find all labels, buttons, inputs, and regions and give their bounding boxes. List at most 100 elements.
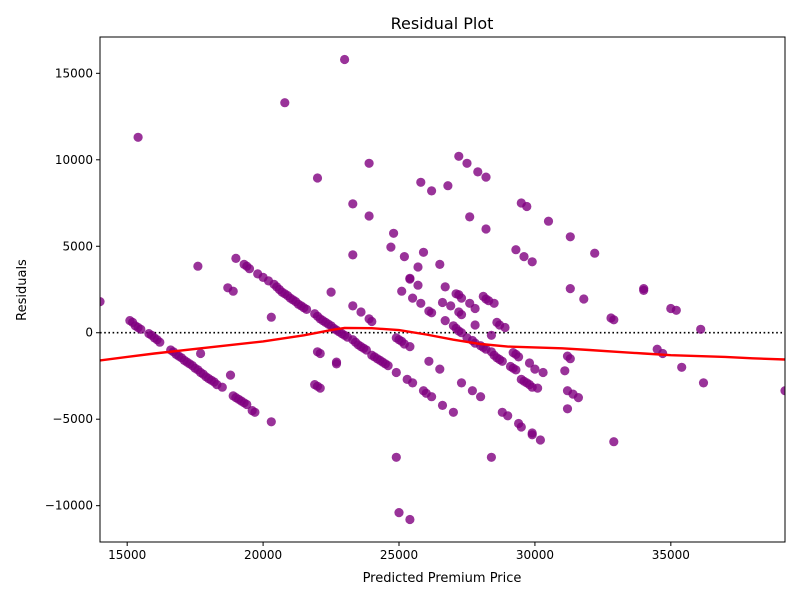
residual-point: [416, 177, 426, 187]
residual-point: [136, 324, 146, 334]
residual-point: [503, 411, 513, 421]
residual-point: [242, 399, 252, 410]
x-axis-label: Predicted Premium Price: [363, 571, 522, 586]
residual-point: [397, 286, 407, 296]
residual-point: [408, 293, 418, 303]
residual-point: [348, 199, 358, 209]
residual-point: [391, 367, 401, 378]
residual-point: [399, 252, 409, 262]
residual-point: [405, 274, 415, 284]
residual-point: [348, 250, 358, 260]
residual-point: [389, 228, 399, 238]
x-tick-label: 30000: [516, 548, 554, 562]
residual-point: [280, 98, 290, 108]
residual-point: [573, 393, 584, 403]
residual-point: [486, 330, 496, 340]
residual-point: [427, 186, 437, 196]
residual-point: [196, 348, 206, 359]
residual-point: [440, 316, 450, 326]
residual-point: [250, 407, 260, 417]
residual-point: [562, 404, 573, 414]
residual-point: [698, 378, 709, 388]
residual-point: [470, 303, 480, 314]
residual-point: [476, 392, 486, 402]
residual-point: [437, 400, 448, 410]
y-tick-label: −5000: [52, 412, 93, 426]
residual-point: [331, 359, 342, 369]
residual-point: [465, 212, 475, 222]
residual-point: [302, 304, 312, 314]
lowess-layer: [100, 326, 785, 362]
residual-point: [535, 435, 546, 445]
residual-point: [424, 356, 434, 366]
residual-point: [386, 242, 396, 252]
residual-point: [780, 386, 785, 396]
residual-point: [266, 417, 276, 427]
residual-point: [462, 158, 472, 168]
residual-point: [473, 167, 483, 177]
residual-point: [391, 452, 401, 462]
residual-point: [193, 261, 203, 271]
residual-point: [467, 386, 477, 396]
residual-point: [511, 365, 521, 375]
residual-point: [427, 392, 437, 402]
y-tick-label: 0: [85, 326, 93, 340]
residual-point: [696, 324, 706, 334]
residual-point: [522, 201, 532, 212]
residual-point: [677, 362, 687, 372]
residual-point: [456, 293, 467, 303]
residual-point: [448, 407, 458, 417]
residual-point: [486, 452, 496, 462]
y-axis-label: Residuals: [15, 259, 30, 321]
residual-point: [565, 284, 575, 294]
plot-frame: [99, 36, 786, 543]
residual-point: [543, 216, 554, 226]
residual-point: [497, 356, 507, 366]
residual-point: [516, 422, 526, 432]
residual-point: [639, 285, 649, 295]
residual-point: [435, 259, 445, 269]
residual-point: [579, 294, 589, 304]
residual-point: [609, 315, 619, 325]
residual-point: [413, 262, 423, 272]
residual-point: [427, 308, 437, 318]
residual-point: [470, 320, 480, 330]
residual-point: [440, 282, 450, 292]
residual-point: [133, 132, 143, 142]
residual-point: [609, 437, 619, 447]
residual-point: [456, 310, 467, 320]
residual-point: [266, 312, 276, 322]
residual-point: [454, 151, 464, 161]
x-tick-label: 15000: [108, 548, 146, 562]
x-tick-label: 20000: [244, 548, 282, 562]
residual-point: [437, 297, 448, 308]
residual-point: [413, 280, 423, 290]
plot-area: [99, 36, 786, 543]
residual-point: [408, 378, 418, 388]
residual-point: [326, 287, 336, 297]
residual-point: [533, 383, 543, 393]
y-tick-label: 10000: [55, 153, 93, 167]
x-tick-label: 25000: [380, 548, 418, 562]
residual-point: [446, 301, 456, 311]
residual-point: [405, 342, 415, 352]
residual-point: [565, 232, 575, 242]
residual-point: [456, 378, 467, 388]
y-tick-label: −10000: [45, 499, 93, 513]
residual-point: [405, 514, 415, 525]
residual-point: [348, 301, 358, 311]
residual-point: [527, 430, 537, 440]
residual-point: [489, 298, 499, 308]
residual-point: [367, 316, 377, 327]
residual-point: [527, 257, 537, 267]
residual-point: [416, 298, 426, 308]
residual-point: [443, 181, 453, 191]
y-axis: −10000 −5000 0 5000 10000 15000: [45, 66, 100, 513]
residual-point: [225, 370, 236, 380]
residual-point: [435, 364, 445, 374]
residual-point: [519, 252, 529, 262]
residual-point: [244, 264, 255, 274]
residual-point: [590, 248, 600, 258]
x-axis: 15000 20000 25000 30000 35000: [108, 542, 690, 562]
